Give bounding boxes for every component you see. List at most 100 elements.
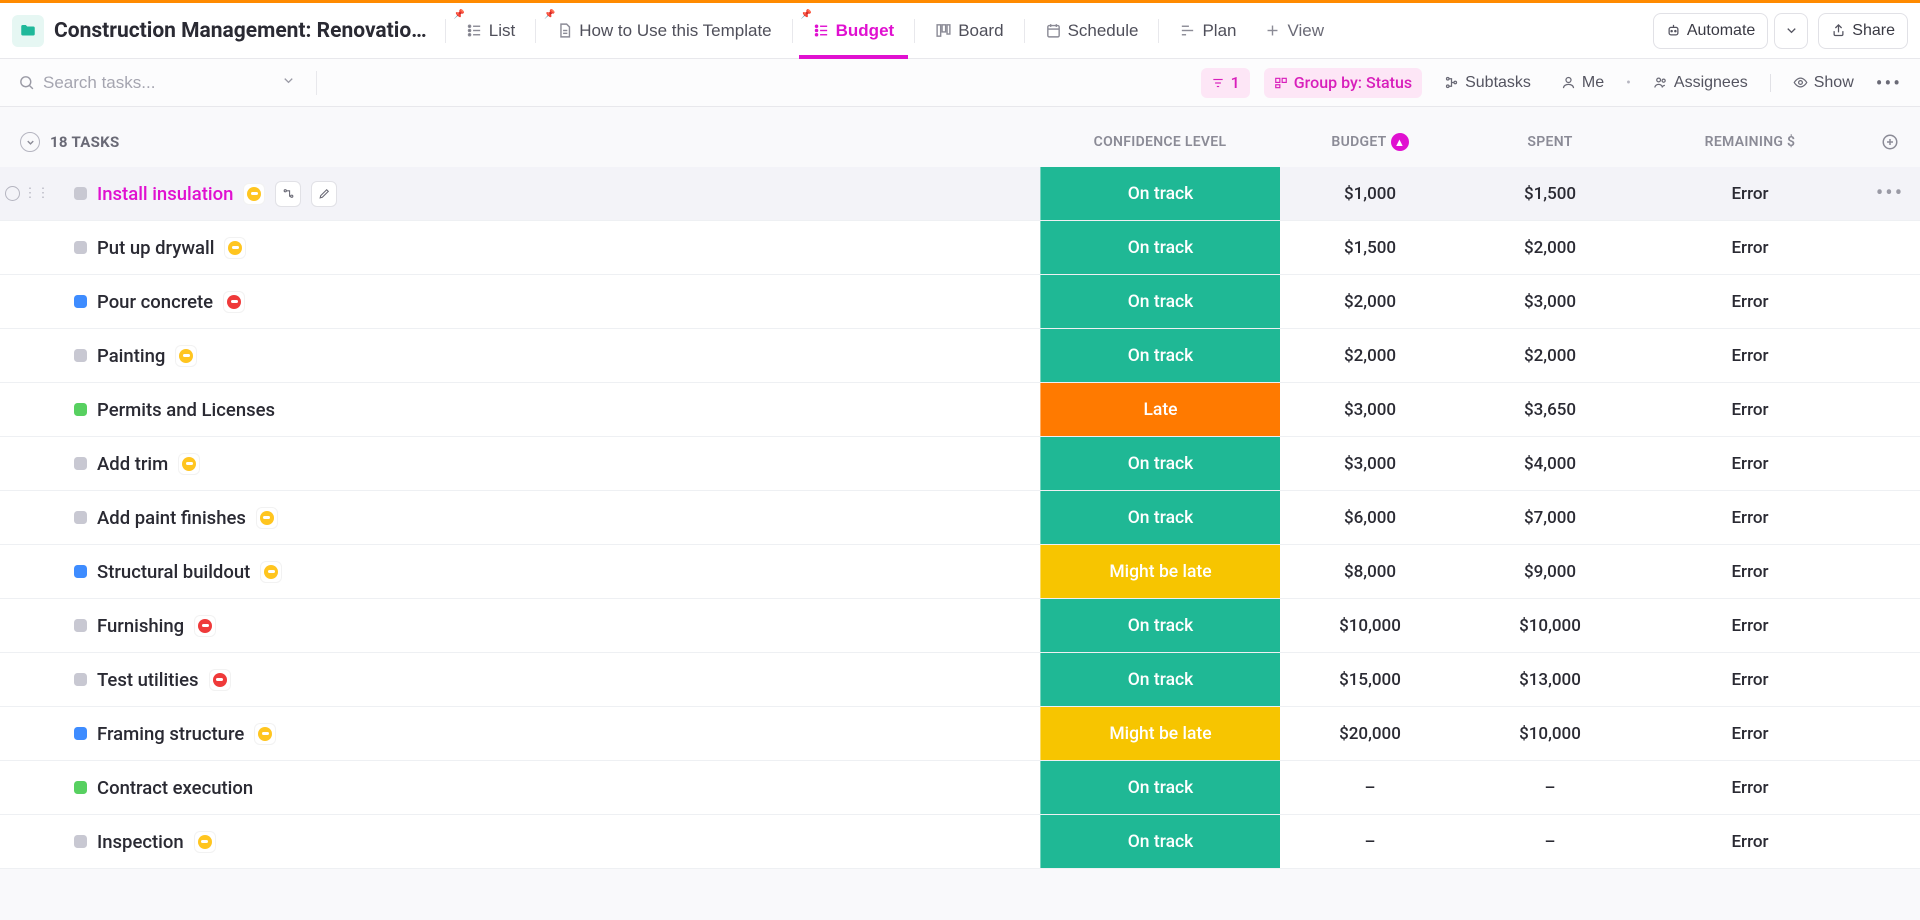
budget-cell[interactable]: $15,000 (1280, 670, 1460, 690)
remaining-cell[interactable]: Error (1640, 832, 1860, 852)
remaining-cell[interactable]: Error (1640, 454, 1860, 474)
spent-cell[interactable]: $4,000 (1460, 454, 1640, 474)
remaining-cell[interactable]: Error (1640, 562, 1860, 582)
spent-cell[interactable]: $1,500 (1460, 184, 1640, 204)
status-square[interactable] (74, 349, 87, 362)
select-radio[interactable] (5, 186, 20, 201)
add-column-button[interactable] (1860, 133, 1920, 151)
task-name[interactable]: Pour concrete (97, 291, 213, 313)
spent-cell[interactable]: $9,000 (1460, 562, 1640, 582)
automate-dropdown[interactable] (1774, 13, 1808, 49)
spent-cell[interactable]: $3,650 (1460, 400, 1640, 420)
spent-cell[interactable]: $7,000 (1460, 508, 1640, 528)
subtasks-button[interactable]: Subtasks (1436, 68, 1539, 98)
spent-cell[interactable]: $3,000 (1460, 292, 1640, 312)
status-square[interactable] (74, 781, 87, 794)
budget-cell[interactable]: $3,000 (1280, 400, 1460, 420)
task-row[interactable]: Test utilitiesOn track$15,000$13,000Erro… (0, 653, 1920, 707)
spent-cell[interactable]: $10,000 (1460, 616, 1640, 636)
remaining-cell[interactable]: Error (1640, 184, 1860, 204)
task-row[interactable]: Put up drywallOn track$1,500$2,000Error (0, 221, 1920, 275)
remaining-cell[interactable]: Error (1640, 400, 1860, 420)
confidence-cell[interactable]: On track (1040, 815, 1280, 868)
assignees-button[interactable]: Assignees (1645, 68, 1756, 98)
search-chevron-icon[interactable] (281, 73, 296, 92)
task-row[interactable]: ⋮⋮Install insulationOn track$1,000$1,500… (0, 167, 1920, 221)
budget-cell[interactable]: $2,000 (1280, 346, 1460, 366)
collapse-toggle[interactable] (20, 132, 40, 152)
budget-cell[interactable]: $6,000 (1280, 508, 1460, 528)
confidence-cell[interactable]: On track (1040, 221, 1280, 274)
confidence-cell[interactable]: On track (1040, 275, 1280, 328)
add-view-button[interactable]: View (1250, 3, 1338, 59)
task-name[interactable]: Structural buildout (97, 561, 250, 583)
col-header-confidence[interactable]: CONFIDENCE LEVEL (1040, 134, 1280, 150)
priority-badge-red[interactable] (194, 615, 216, 637)
task-name[interactable]: Furnishing (97, 615, 184, 637)
edit-action[interactable] (311, 181, 337, 207)
page-title[interactable]: Construction Management: Renovatio… (54, 19, 427, 43)
status-square[interactable] (74, 457, 87, 470)
priority-badge-red[interactable] (209, 669, 231, 691)
budget-cell[interactable]: $1,500 (1280, 238, 1460, 258)
task-row[interactable]: FurnishingOn track$10,000$10,000Error (0, 599, 1920, 653)
toolbar-more-icon[interactable]: ••• (1876, 71, 1902, 95)
task-name[interactable]: Test utilities (97, 669, 199, 691)
status-square[interactable] (74, 619, 87, 632)
view-tab-plan[interactable]: Plan (1165, 3, 1250, 59)
status-square[interactable] (74, 187, 87, 200)
view-tab-list[interactable]: 📌List (452, 3, 529, 59)
confidence-cell[interactable]: On track (1040, 599, 1280, 652)
task-name[interactable]: Painting (97, 345, 165, 367)
status-square[interactable] (74, 727, 87, 740)
spent-cell[interactable]: $2,000 (1460, 346, 1640, 366)
task-name[interactable]: Contract execution (97, 777, 253, 799)
priority-badge-yellow[interactable] (243, 183, 265, 205)
budget-cell[interactable]: – (1280, 832, 1460, 852)
task-row[interactable]: Permits and LicensesLate$3,000$3,650Erro… (0, 383, 1920, 437)
confidence-cell[interactable]: Might be late (1040, 545, 1280, 598)
remaining-cell[interactable]: Error (1640, 670, 1860, 690)
search-input[interactable] (43, 73, 243, 93)
confidence-cell[interactable]: On track (1040, 437, 1280, 490)
budget-cell[interactable]: – (1280, 778, 1460, 798)
task-name[interactable]: Add paint finishes (97, 507, 246, 529)
budget-cell[interactable]: $3,000 (1280, 454, 1460, 474)
task-row[interactable]: Framing structureMight be late$20,000$10… (0, 707, 1920, 761)
task-row[interactable]: InspectionOn track––Error (0, 815, 1920, 869)
filter-pill[interactable]: 1 (1201, 68, 1250, 98)
confidence-cell[interactable]: On track (1040, 167, 1280, 220)
remaining-cell[interactable]: Error (1640, 346, 1860, 366)
status-square[interactable] (74, 403, 87, 416)
task-row[interactable]: Add trim On track$3,000$4,000Error (0, 437, 1920, 491)
priority-badge-yellow[interactable] (256, 507, 278, 529)
status-square[interactable] (74, 565, 87, 578)
confidence-cell[interactable]: On track (1040, 653, 1280, 706)
confidence-cell[interactable]: Might be late (1040, 707, 1280, 760)
remaining-cell[interactable]: Error (1640, 724, 1860, 744)
status-square[interactable] (74, 511, 87, 524)
confidence-cell[interactable]: Late (1040, 383, 1280, 436)
remaining-cell[interactable]: Error (1640, 778, 1860, 798)
view-tab-how-to-use-this-template[interactable]: 📌How to Use this Template (542, 3, 785, 59)
task-name[interactable]: Add trim (97, 453, 168, 475)
col-header-budget[interactable]: BUDGET ▲ (1280, 133, 1460, 151)
spent-cell[interactable]: – (1460, 832, 1640, 852)
task-name[interactable]: Put up drywall (97, 237, 214, 259)
status-square[interactable] (74, 835, 87, 848)
budget-cell[interactable]: $10,000 (1280, 616, 1460, 636)
remaining-cell[interactable]: Error (1640, 616, 1860, 636)
status-square[interactable] (74, 673, 87, 686)
priority-badge-yellow[interactable] (178, 453, 200, 475)
priority-badge-red[interactable] (223, 291, 245, 313)
budget-cell[interactable]: $20,000 (1280, 724, 1460, 744)
group-by-pill[interactable]: Group by: Status (1264, 68, 1422, 98)
show-button[interactable]: Show (1785, 68, 1862, 98)
view-tab-board[interactable]: Board (921, 3, 1017, 59)
task-row[interactable]: Add paint finishesOn track$6,000$7,000Er… (0, 491, 1920, 545)
task-name[interactable]: Install insulation (97, 183, 233, 205)
priority-badge-yellow[interactable] (194, 831, 216, 853)
status-square[interactable] (74, 241, 87, 254)
task-row[interactable]: Structural buildoutMight be late$8,000$9… (0, 545, 1920, 599)
budget-cell[interactable]: $2,000 (1280, 292, 1460, 312)
